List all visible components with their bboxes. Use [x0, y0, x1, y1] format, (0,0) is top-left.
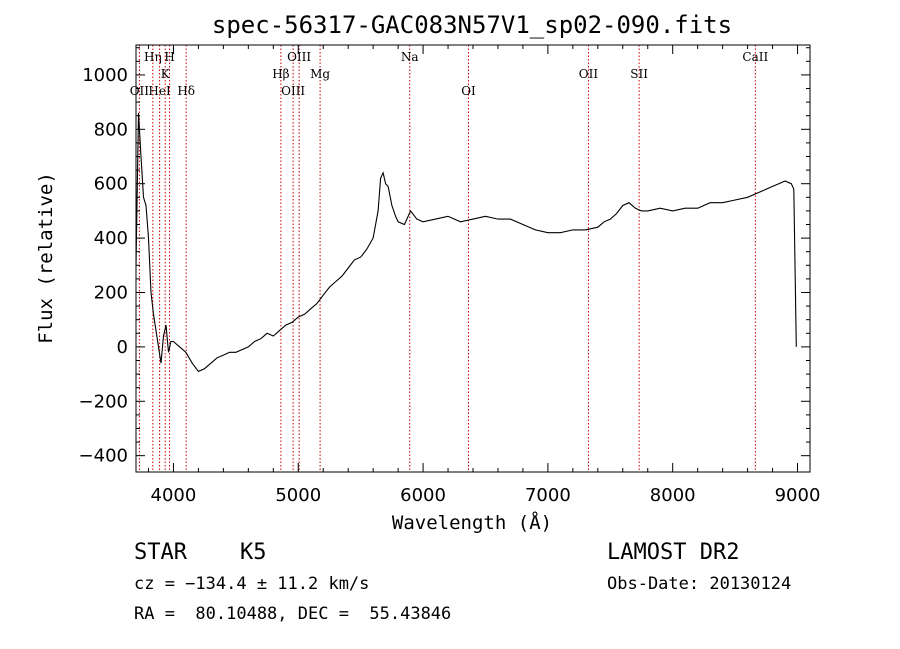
- spectral-line-label: Hβ: [272, 67, 289, 81]
- y-tick-label: 200: [94, 282, 128, 303]
- spectral-line-label: OIII: [287, 50, 311, 64]
- survey-name: LAMOST DR2: [607, 540, 740, 565]
- y-tick-label: −200: [79, 391, 128, 412]
- coordinates: RA = 80.10488, DEC = 55.43846: [134, 604, 452, 624]
- spectral-line-label: OI: [461, 84, 476, 98]
- y-tick-label: 400: [94, 228, 128, 249]
- spectrum-line: [135, 112, 797, 373]
- spectral-line-label: Hη: [144, 50, 162, 64]
- y-tick-label: 800: [94, 119, 128, 140]
- y-axis-label: Flux (relative): [35, 172, 57, 344]
- spectral-line-label: K: [161, 67, 171, 81]
- x-tick-label: 7000: [525, 485, 571, 506]
- x-tick-label: 8000: [650, 485, 696, 506]
- spectral-line-label: OII: [579, 67, 599, 81]
- spectral-line-label: Hδ: [177, 84, 195, 98]
- chart-title: spec-56317-GAC083N57V1_sp02-090.fits: [212, 11, 732, 39]
- x-tick-label: 6000: [400, 485, 446, 506]
- object-class: STAR: [134, 540, 187, 565]
- y-tick-label: 600: [94, 174, 128, 195]
- x-axis-label: Wavelength (Å): [392, 511, 552, 534]
- subclass: K5: [240, 540, 267, 565]
- spectral-line-label: CaII: [742, 50, 768, 64]
- y-tick-label: −400: [79, 446, 128, 467]
- spectral-line-label: HeI: [148, 84, 171, 98]
- obs-date: Obs-Date: 20130124: [607, 574, 792, 594]
- y-tick-label: 1000: [82, 65, 128, 86]
- redshift-velocity: cz = −134.4 ± 11.2 km/s: [134, 574, 370, 594]
- spectral-line-label: OII: [130, 84, 150, 98]
- x-tick-label: 9000: [775, 485, 821, 506]
- spectral-line-label: H: [164, 50, 174, 64]
- spectral-line-label: Na: [401, 50, 419, 64]
- spectral-line-label: OIII: [281, 84, 305, 98]
- axis-ticks: 4000 5000 6000 7000 8000 9000 −400 −200 0 200 400 6…: [79, 45, 821, 506]
- x-tick-label: 4000: [151, 485, 197, 506]
- spectral-line-label: Mg: [310, 67, 330, 81]
- plot-frame: [135, 44, 811, 473]
- spectral-line-label: SII: [630, 67, 648, 81]
- y-tick-label: 0: [117, 337, 128, 358]
- spectral-lines: OII Hη HeI KH Hδ Hβ OIII OIII Mg Na OI OII SII CaII: [130, 45, 768, 472]
- x-tick-label: 5000: [275, 485, 321, 506]
